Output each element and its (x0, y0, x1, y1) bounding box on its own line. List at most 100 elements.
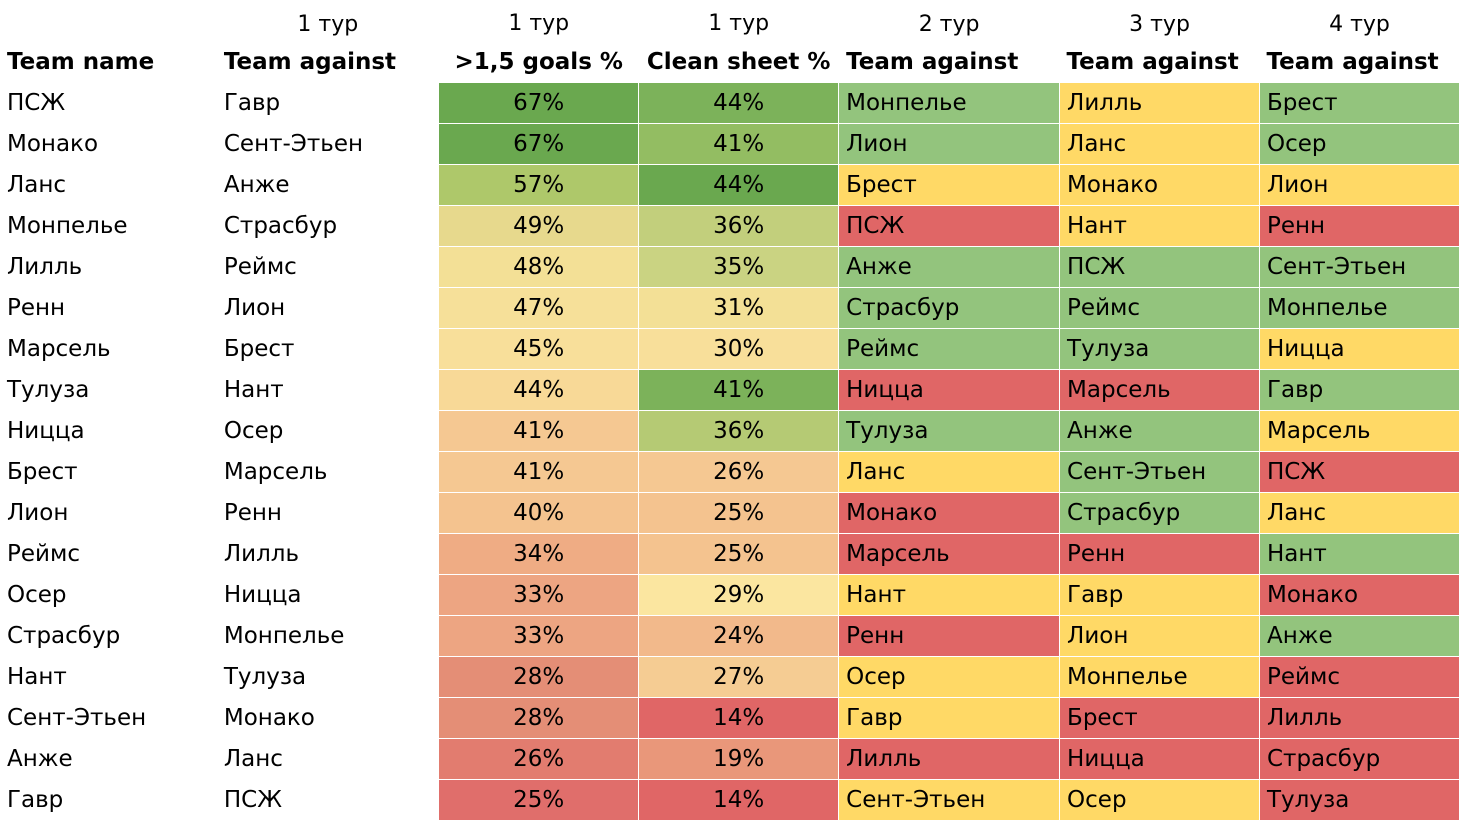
clean-sheet-cell[interactable]: 30% (638, 327, 840, 370)
team-name-cell[interactable]: Брест (7, 458, 78, 485)
tour4-opponent-cell[interactable]: Монако (1259, 573, 1460, 616)
tour3-opponent-cell[interactable]: Брест (1059, 696, 1260, 739)
clean-sheet-cell[interactable]: 41% (638, 122, 840, 165)
team-name-cell[interactable]: Лион (7, 499, 69, 526)
tour3-opponent-cell[interactable]: Реймс (1059, 286, 1260, 329)
clean-sheet-cell[interactable]: 36% (638, 204, 840, 247)
clean-sheet-cell[interactable]: 25% (638, 532, 840, 575)
goals-percent-cell[interactable]: 28% (438, 696, 640, 739)
tour2-opponent-cell[interactable]: Нант (838, 573, 1061, 616)
tour2-opponent-cell[interactable]: Страсбур (838, 286, 1061, 329)
tour2-opponent-cell[interactable]: Марсель (838, 532, 1061, 575)
goals-percent-cell[interactable]: 26% (438, 737, 640, 780)
tour3-opponent-cell[interactable]: Марсель (1059, 368, 1260, 411)
tour4-opponent-cell[interactable]: Лилль (1259, 696, 1460, 739)
clean-sheet-cell[interactable]: 44% (638, 163, 840, 206)
tour2-opponent-cell[interactable]: Брест (838, 163, 1061, 206)
tour-label[interactable]: 1 тур (708, 11, 770, 37)
clean-sheet-cell[interactable]: 24% (638, 614, 840, 657)
team-against-cell[interactable]: Лион (223, 294, 286, 321)
goals-percent-cell[interactable]: 67% (438, 122, 640, 165)
tour3-opponent-cell[interactable]: Лилль (1059, 81, 1260, 124)
team-against-cell[interactable]: Брест (223, 335, 295, 362)
tour4-opponent-cell[interactable]: Брест (1259, 81, 1460, 124)
tour2-opponent-cell[interactable]: Сент-Этьен (838, 778, 1061, 821)
team-against-cell[interactable]: Сент-Этьен (223, 130, 364, 157)
clean-sheet-cell[interactable]: 25% (638, 491, 840, 534)
tour3-opponent-cell[interactable]: Анже (1059, 409, 1260, 452)
tour3-opponent-cell[interactable]: Монпелье (1059, 655, 1260, 698)
goals-percent-cell[interactable]: 40% (438, 491, 640, 534)
goals-percent-cell[interactable]: 28% (438, 655, 640, 698)
column-header[interactable]: Clean sheet % (638, 41, 840, 83)
tour-label[interactable] (0, 0, 217, 42)
team-against-cell[interactable]: Страсбур (223, 212, 338, 239)
tour4-opponent-cell[interactable]: ПСЖ (1259, 450, 1460, 493)
tour2-opponent-cell[interactable]: Гавр (838, 696, 1061, 739)
team-name-cell[interactable]: Гавр (7, 786, 64, 813)
team-name-cell[interactable]: Осер (7, 581, 67, 608)
column-header[interactable]: Team against (846, 48, 1019, 75)
goals-percent-cell[interactable]: 41% (438, 409, 640, 452)
tour3-opponent-cell[interactable]: Монако (1059, 163, 1260, 206)
clean-sheet-cell[interactable]: 19% (638, 737, 840, 780)
tour4-opponent-cell[interactable]: Монпелье (1259, 286, 1460, 329)
column-header[interactable]: Team against (223, 49, 397, 75)
column-header[interactable]: Team name (7, 49, 155, 75)
team-against-cell[interactable]: Реймс (223, 253, 297, 280)
column-header[interactable]: Team against (1266, 48, 1439, 75)
tour2-opponent-cell[interactable]: Ланс (838, 450, 1061, 493)
clean-sheet-cell[interactable]: 14% (638, 696, 840, 739)
goals-percent-cell[interactable]: 47% (438, 286, 640, 329)
team-name-cell[interactable]: Нант (7, 663, 67, 690)
goals-percent-cell[interactable]: 25% (438, 778, 640, 821)
tour2-opponent-cell[interactable]: Анже (838, 245, 1061, 288)
tour-label[interactable]: 1 тур (508, 11, 570, 37)
tour-label[interactable]: 1 тур (297, 11, 359, 37)
team-against-cell[interactable]: Тулуза (223, 663, 307, 690)
goals-percent-cell[interactable]: 49% (438, 204, 640, 247)
team-against-cell[interactable]: Осер (223, 417, 284, 444)
clean-sheet-cell[interactable]: 41% (638, 368, 840, 411)
clean-sheet-cell[interactable]: 27% (638, 655, 840, 698)
tour3-opponent-cell[interactable]: Ницца (1059, 737, 1260, 780)
goals-percent-cell[interactable]: 48% (438, 245, 640, 288)
tour2-opponent-cell[interactable]: Лион (838, 122, 1061, 165)
team-against-cell[interactable]: Марсель (223, 458, 328, 485)
team-name-cell[interactable]: Марсель (7, 335, 111, 362)
tour4-opponent-cell[interactable]: Ланс (1259, 491, 1460, 534)
tour2-opponent-cell[interactable]: Реймс (838, 327, 1061, 370)
clean-sheet-cell[interactable]: 35% (638, 245, 840, 288)
team-against-cell[interactable]: Анже (223, 171, 290, 198)
team-against-cell[interactable]: Ренн (223, 499, 282, 526)
tour3-opponent-cell[interactable]: Лион (1059, 614, 1260, 657)
tour4-opponent-cell[interactable]: Страсбур (1259, 737, 1460, 780)
tour2-opponent-cell[interactable]: Ницца (838, 368, 1061, 411)
goals-percent-cell[interactable]: 67% (438, 81, 640, 124)
team-against-cell[interactable]: Монако (223, 704, 315, 731)
team-name-cell[interactable]: Ренн (7, 294, 66, 321)
tour4-opponent-cell[interactable]: Анже (1259, 614, 1460, 657)
tour4-opponent-cell[interactable]: Тулуза (1259, 778, 1460, 821)
team-name-cell[interactable]: Сент-Этьен (7, 704, 147, 731)
goals-percent-cell[interactable]: 45% (438, 327, 640, 370)
team-name-cell[interactable]: Ницца (7, 417, 85, 444)
clean-sheet-cell[interactable]: 44% (638, 81, 840, 124)
tour4-opponent-cell[interactable]: Осер (1259, 122, 1460, 165)
tour2-opponent-cell[interactable]: Осер (838, 655, 1061, 698)
tour4-opponent-cell[interactable]: Марсель (1259, 409, 1460, 452)
tour-label[interactable]: 4 тур (1329, 11, 1390, 37)
goals-percent-cell[interactable]: 44% (438, 368, 640, 411)
tour3-opponent-cell[interactable]: Сент-Этьен (1059, 450, 1260, 493)
team-against-cell[interactable]: ПСЖ (223, 786, 282, 813)
tour-label[interactable]: 3 тур (1129, 11, 1190, 37)
team-against-cell[interactable]: Нант (223, 376, 284, 403)
tour2-opponent-cell[interactable]: Тулуза (838, 409, 1061, 452)
team-name-cell[interactable]: ПСЖ (7, 89, 66, 116)
clean-sheet-cell[interactable]: 26% (638, 450, 840, 493)
team-name-cell[interactable]: Страсбур (7, 622, 121, 649)
tour3-opponent-cell[interactable]: Ренн (1059, 532, 1260, 575)
goals-percent-cell[interactable]: 33% (438, 573, 640, 616)
tour-label[interactable]: 2 тур (918, 11, 980, 37)
tour4-opponent-cell[interactable]: Нант (1259, 532, 1460, 575)
